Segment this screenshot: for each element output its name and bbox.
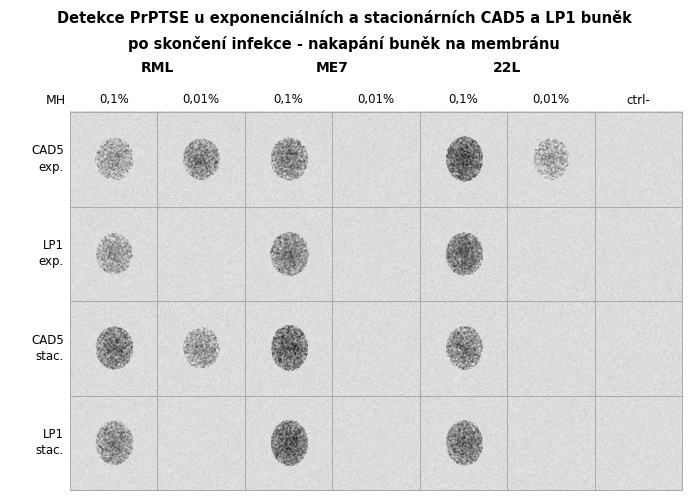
Bar (245, 396, 332, 490)
Bar (507, 112, 594, 206)
Bar (158, 301, 245, 396)
Bar (507, 206, 594, 301)
Text: 0,1%: 0,1% (99, 93, 129, 106)
Text: RML: RML (141, 61, 174, 75)
Text: ME7: ME7 (316, 61, 349, 75)
Bar (332, 112, 420, 206)
Bar (420, 396, 507, 490)
Text: po skončení infekce - nakapání buněk na membránu: po skončení infekce - nakapání buněk na … (128, 36, 560, 52)
Bar (332, 396, 420, 490)
Bar (158, 396, 245, 490)
Text: 22L: 22L (493, 61, 522, 75)
Bar (70, 112, 158, 206)
Text: 0,01%: 0,01% (182, 93, 219, 106)
Bar (70, 396, 158, 490)
Bar (594, 206, 682, 301)
Bar (420, 112, 507, 206)
Bar (594, 396, 682, 490)
Bar (70, 396, 158, 490)
Text: CAD5
exp.: CAD5 exp. (31, 145, 64, 174)
Bar (70, 112, 158, 206)
Bar (245, 112, 332, 206)
Bar (332, 112, 420, 206)
Bar (245, 206, 332, 301)
Bar (70, 301, 158, 396)
Text: MH: MH (46, 93, 66, 106)
Bar (507, 301, 594, 396)
Bar (507, 396, 594, 490)
Bar (420, 396, 507, 490)
Bar (245, 396, 332, 490)
Bar (158, 206, 245, 301)
Text: LP1
exp.: LP1 exp. (39, 239, 64, 268)
Bar (70, 206, 158, 301)
Bar (507, 206, 594, 301)
Bar (594, 396, 682, 490)
Text: LP1
stac.: LP1 stac. (36, 428, 64, 458)
Bar (158, 112, 245, 206)
Bar (594, 112, 682, 206)
Bar (245, 301, 332, 396)
Bar (594, 301, 682, 396)
Text: 0,01%: 0,01% (358, 93, 394, 106)
Bar (507, 396, 594, 490)
Text: Detekce PrPTSE u exponenciálních a stacionárních CAD5 a LP1 buněk: Detekce PrPTSE u exponenciálních a staci… (56, 10, 632, 26)
Bar (332, 396, 420, 490)
Text: CAD5
stac.: CAD5 stac. (31, 333, 64, 363)
Bar (70, 206, 158, 301)
Bar (420, 206, 507, 301)
Bar (332, 301, 420, 396)
Bar (332, 206, 420, 301)
Text: 0,1%: 0,1% (274, 93, 303, 106)
Bar (594, 206, 682, 301)
Bar (158, 112, 245, 206)
Text: 0,01%: 0,01% (533, 93, 570, 106)
Bar (332, 206, 420, 301)
Bar (158, 396, 245, 490)
Bar (158, 301, 245, 396)
Bar (420, 301, 507, 396)
Bar (332, 301, 420, 396)
Bar (420, 206, 507, 301)
Bar (245, 112, 332, 206)
Text: 0,1%: 0,1% (449, 93, 478, 106)
Bar (70, 301, 158, 396)
Text: ctrl-: ctrl- (626, 93, 650, 106)
Bar (420, 301, 507, 396)
Bar (594, 301, 682, 396)
Bar (245, 206, 332, 301)
Bar (158, 206, 245, 301)
Bar (507, 112, 594, 206)
Bar (507, 301, 594, 396)
Bar (420, 112, 507, 206)
Bar (594, 112, 682, 206)
Bar (245, 301, 332, 396)
